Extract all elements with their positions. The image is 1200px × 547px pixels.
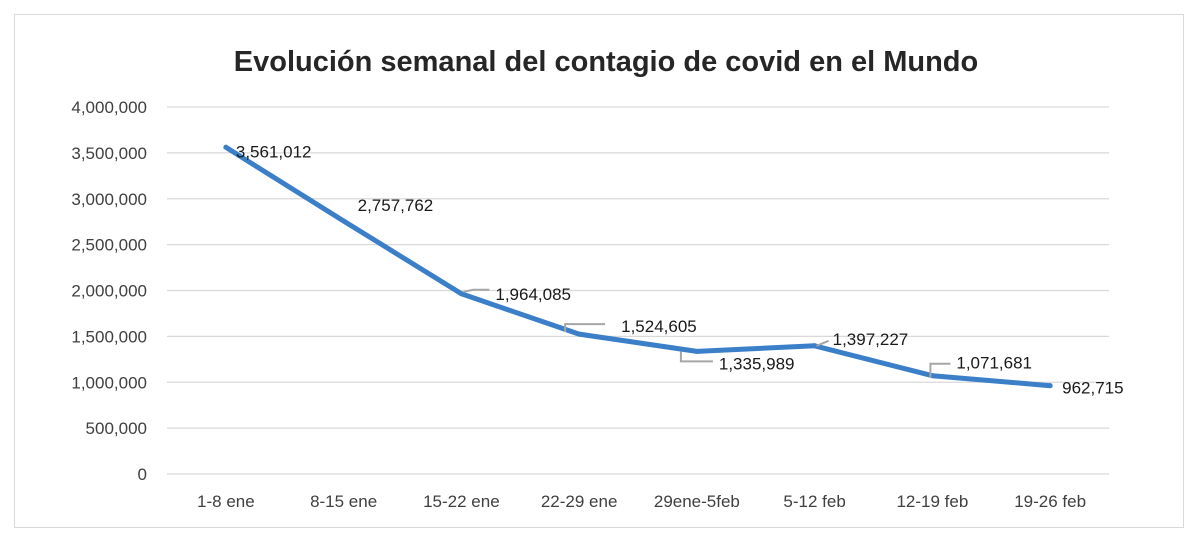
series-line (223, 144, 1053, 389)
x-axis-ticks: 1-8 ene 8-15 ene 15-22 ene 22-29 ene 29ene-5… (197, 492, 1086, 511)
y-tick-label: 2,000,000 (71, 282, 147, 301)
x-tick-label: 22-29 ene (541, 492, 618, 511)
gridlines (167, 106, 1109, 475)
chart-title: Evolución semanal del contagio de covid … (234, 46, 978, 78)
data-label: 962,715 (1062, 379, 1123, 398)
data-point (341, 218, 347, 224)
y-tick-label: 0 (138, 465, 147, 484)
data-point (694, 348, 700, 354)
data-label: 3,561,012 (236, 142, 312, 161)
data-point (223, 144, 229, 150)
y-tick-label: 3,500,000 (71, 144, 147, 163)
x-tick-label: 1-8 ene (197, 492, 255, 511)
data-label: 1,524,605 (621, 317, 697, 336)
y-axis-ticks: 0 500,000 1,000,000 1,500,000 2,000,000 2,500… (71, 98, 147, 484)
x-tick-label: 19-26 feb (1014, 492, 1086, 511)
x-tick-label: 8-15 ene (310, 492, 377, 511)
y-tick-label: 500,000 (86, 419, 147, 438)
leader-line (679, 351, 713, 363)
data-point (576, 331, 582, 337)
y-tick-label: 1,500,000 (71, 327, 147, 346)
leader-line (816, 339, 829, 347)
data-label: 1,071,681 (956, 354, 1032, 373)
data-label: 1,397,227 (833, 330, 909, 349)
data-label: 1,335,989 (719, 354, 795, 373)
y-tick-label: 2,500,000 (71, 236, 147, 255)
x-tick-label: 12-19 feb (896, 492, 968, 511)
y-tick-label: 4,000,000 (71, 98, 147, 117)
line-chart: Evolución semanal del contagio de covid … (71, 46, 1124, 511)
data-point (458, 291, 464, 297)
data-labels: 3,561,012 2,757,762 1,964,085 1,524,605 1,33… (236, 142, 1124, 397)
data-label: 1,964,085 (495, 285, 571, 304)
leader-line (929, 362, 951, 378)
y-tick-label: 1,000,000 (71, 373, 147, 392)
leader-line (463, 288, 490, 293)
leader-line (564, 323, 606, 333)
x-tick-label: 15-22 ene (423, 492, 500, 511)
series-line-layer (223, 144, 1053, 389)
chart-frame: Evolución semanal del contagio de covid … (14, 14, 1184, 528)
data-point (812, 343, 818, 349)
x-tick-label: 29ene-5feb (654, 492, 740, 511)
x-tick-label: 5-12 feb (783, 492, 845, 511)
data-point (1047, 383, 1053, 389)
y-tick-label: 3,000,000 (71, 190, 147, 209)
data-label: 2,757,762 (358, 196, 434, 215)
